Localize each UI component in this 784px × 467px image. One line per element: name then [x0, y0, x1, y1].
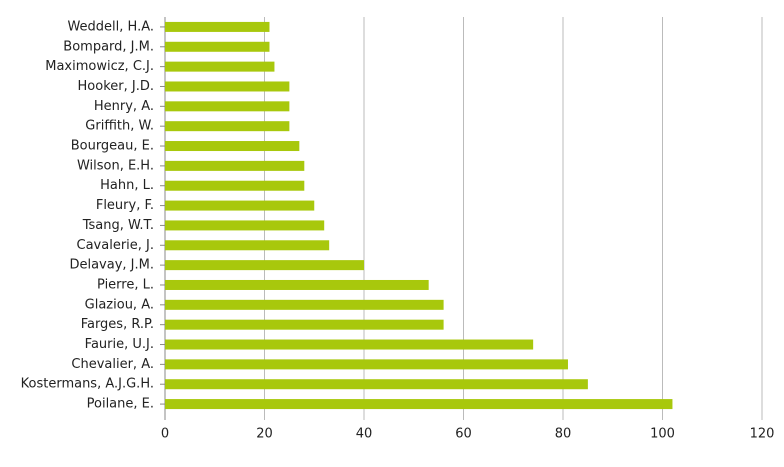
bar: [165, 220, 325, 231]
y-tick-label: Poilane, E.: [87, 397, 154, 412]
bar: [165, 200, 315, 211]
bar: [165, 379, 588, 390]
y-tick-label: Weddell, H.A.: [67, 19, 154, 34]
bar: [165, 299, 444, 310]
x-tick-label: 80: [555, 427, 572, 442]
bar: [165, 41, 270, 52]
bar: [165, 121, 290, 132]
bar: [165, 279, 429, 290]
y-tick-label: Chevalier, A.: [71, 357, 154, 372]
y-tick-label: Henry, A.: [94, 99, 154, 114]
bar: [165, 339, 534, 350]
y-tick-label: Hooker, J.D.: [78, 79, 154, 94]
bar: [165, 260, 364, 271]
bar: [165, 21, 270, 32]
bar: [165, 160, 305, 171]
bar: [165, 319, 444, 330]
x-tick-label: 60: [455, 427, 472, 442]
bar: [165, 141, 300, 152]
y-tick-label: Kostermans, A.J.G.H.: [21, 377, 154, 392]
bar: [165, 240, 330, 251]
y-tick-label: Farges, R.P.: [81, 317, 154, 332]
y-tick-label: Bompard, J.M.: [63, 39, 154, 54]
bar: [165, 180, 305, 191]
x-tick-label: 0: [161, 427, 169, 442]
x-tick-label: 20: [256, 427, 273, 442]
bar: [165, 359, 568, 370]
y-tick-label: Delavay, J.M.: [69, 258, 154, 273]
y-tick-label: Faurie, U.J.: [85, 337, 154, 352]
y-tick-label: Maximowicz, C.J.: [45, 59, 154, 74]
bar: [165, 399, 673, 410]
bar: [165, 81, 290, 92]
y-tick-label: Tsang, W.T.: [82, 218, 154, 233]
y-tick-label: Griffith, W.: [85, 119, 154, 134]
x-tick-label: 120: [750, 427, 775, 442]
y-tick-label: Wilson, E.H.: [77, 158, 154, 173]
y-tick-label: Hahn, L.: [100, 178, 154, 193]
y-tick-label: Bourgeau, E.: [71, 139, 154, 154]
y-tick-label: Cavalerie, J.: [77, 238, 155, 253]
x-tick-label: 40: [356, 427, 373, 442]
y-tick-label: Fleury, F.: [96, 198, 154, 213]
x-tick-label: 100: [650, 427, 675, 442]
y-tick-label: Pierre, L.: [97, 277, 154, 292]
bar: [165, 101, 290, 112]
bar: [165, 61, 275, 72]
y-tick-label: Glaziou, A.: [85, 297, 154, 312]
